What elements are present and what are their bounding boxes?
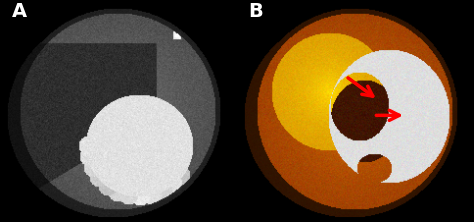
- Text: B: B: [249, 2, 264, 22]
- Text: A: A: [12, 2, 27, 22]
